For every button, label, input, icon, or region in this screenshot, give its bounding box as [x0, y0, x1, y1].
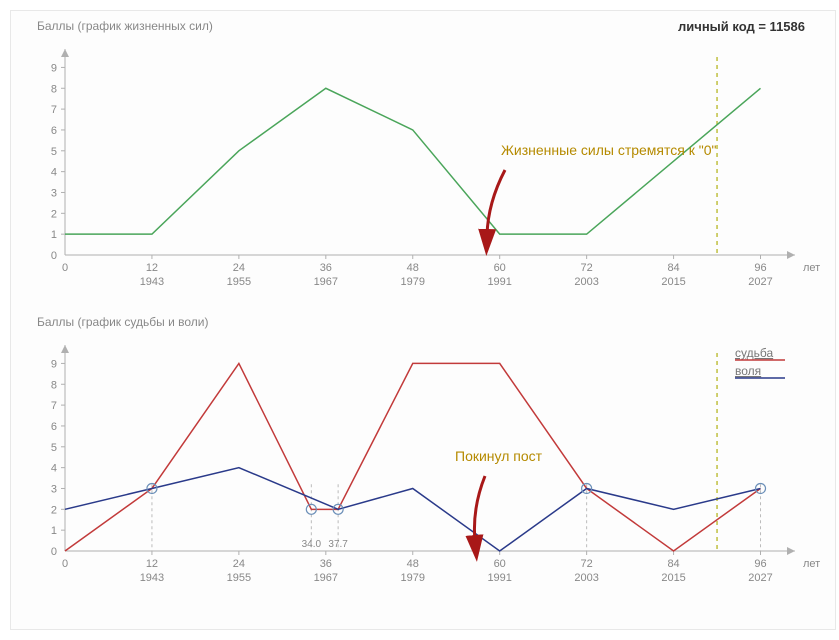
svg-text:1991: 1991	[487, 572, 511, 584]
svg-text:72: 72	[581, 558, 593, 570]
svg-text:96: 96	[754, 262, 766, 274]
svg-text:1979: 1979	[401, 276, 425, 288]
svg-text:72: 72	[581, 262, 593, 274]
svg-text:1991: 1991	[487, 276, 511, 288]
svg-text:воля: воля	[735, 364, 761, 378]
svg-text:1: 1	[51, 229, 57, 241]
charts-container: Баллы (график жизненных сил) личный код …	[10, 10, 836, 630]
svg-text:60: 60	[494, 262, 506, 274]
svg-text:60: 60	[494, 558, 506, 570]
svg-text:4: 4	[51, 463, 57, 475]
svg-text:24: 24	[233, 558, 245, 570]
svg-text:5: 5	[51, 442, 57, 454]
svg-text:лет: лет	[803, 558, 820, 570]
svg-text:Жизненные силы стремятся к "0": Жизненные силы стремятся к "0"	[501, 142, 717, 158]
svg-text:12: 12	[146, 558, 158, 570]
svg-text:3: 3	[51, 483, 57, 495]
svg-text:2: 2	[51, 208, 57, 220]
chart2-svg: 0123456789012194324195536196748197960199…	[15, 331, 825, 611]
svg-text:84: 84	[667, 558, 679, 570]
svg-text:1: 1	[51, 525, 57, 537]
svg-text:96: 96	[754, 558, 766, 570]
svg-text:1979: 1979	[401, 572, 425, 584]
svg-text:1967: 1967	[314, 572, 338, 584]
svg-text:48: 48	[407, 262, 419, 274]
svg-text:0: 0	[51, 546, 57, 558]
svg-text:34.0: 34.0	[302, 539, 322, 550]
svg-text:84: 84	[667, 262, 679, 274]
personal-code: личный код = 11586	[678, 19, 805, 34]
svg-text:2027: 2027	[748, 276, 772, 288]
chart2-title: Баллы (график судьбы и воли)	[37, 315, 835, 329]
svg-text:36: 36	[320, 558, 332, 570]
svg-text:24: 24	[233, 262, 245, 274]
svg-text:2015: 2015	[661, 572, 685, 584]
svg-text:4: 4	[51, 167, 57, 179]
svg-text:37.7: 37.7	[328, 539, 348, 550]
svg-text:0: 0	[62, 558, 68, 570]
svg-text:7: 7	[51, 400, 57, 412]
svg-text:1955: 1955	[227, 276, 251, 288]
svg-text:2: 2	[51, 504, 57, 516]
svg-text:2003: 2003	[574, 572, 598, 584]
svg-text:3: 3	[51, 187, 57, 199]
svg-text:36: 36	[320, 262, 332, 274]
svg-text:Покинул пост: Покинул пост	[455, 448, 543, 464]
svg-text:0: 0	[62, 262, 68, 274]
svg-text:6: 6	[51, 421, 57, 433]
svg-text:9: 9	[51, 62, 57, 74]
svg-text:1943: 1943	[140, 276, 164, 288]
svg-text:8: 8	[51, 379, 57, 391]
svg-text:7: 7	[51, 104, 57, 116]
chart1-wrap: Баллы (график жизненных сил) личный код …	[15, 19, 835, 305]
svg-text:8: 8	[51, 83, 57, 95]
svg-text:судьба: судьба	[735, 346, 773, 360]
svg-text:2015: 2015	[661, 276, 685, 288]
svg-text:6: 6	[51, 125, 57, 137]
svg-text:12: 12	[146, 262, 158, 274]
svg-text:48: 48	[407, 558, 419, 570]
chart1-svg: 0123456789012194324195536196748197960199…	[15, 35, 825, 305]
chart2-wrap: Баллы (график судьбы и воли) 01234567890…	[15, 315, 835, 611]
svg-text:0: 0	[51, 250, 57, 262]
svg-text:2027: 2027	[748, 572, 772, 584]
svg-text:1967: 1967	[314, 276, 338, 288]
svg-text:5: 5	[51, 146, 57, 158]
svg-text:1943: 1943	[140, 572, 164, 584]
svg-text:лет: лет	[803, 262, 820, 274]
svg-text:1955: 1955	[227, 572, 251, 584]
svg-text:2003: 2003	[574, 276, 598, 288]
svg-text:9: 9	[51, 358, 57, 370]
